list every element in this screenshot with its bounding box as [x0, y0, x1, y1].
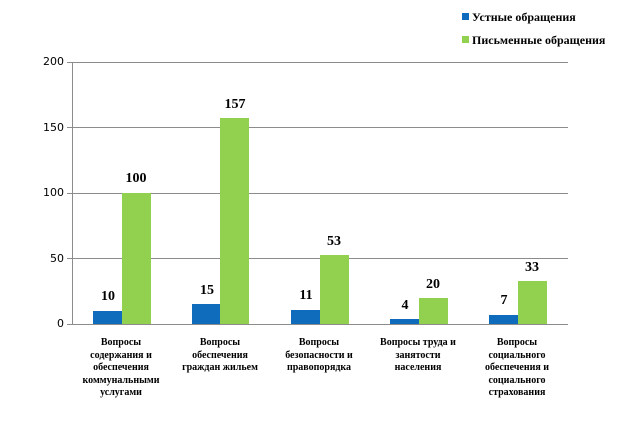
bar-oral-social — [489, 315, 518, 324]
y-tick-50: 50 — [50, 252, 64, 265]
y-tick-mark — [67, 258, 72, 259]
y-tick-mark — [67, 62, 72, 63]
category-line: Вопросы — [298, 337, 340, 348]
bar-oral-housing-provision — [192, 304, 221, 324]
category-line: коммунальными — [82, 374, 160, 386]
category-line: страхования — [488, 387, 546, 398]
bar-written-housing-provision — [220, 118, 249, 324]
category-line: Вопросы — [199, 337, 241, 348]
gridline-200 — [72, 62, 568, 63]
category-line: содержания и — [90, 349, 152, 361]
bar-label-written: 157 — [224, 97, 246, 112]
bar-label-oral: 4 — [401, 298, 409, 313]
category-label-social: Вопросы социального обеспечения и социал… — [462, 337, 572, 400]
bar-label-written: 33 — [525, 260, 539, 275]
y-tick-mark — [67, 193, 72, 194]
bar-label-oral: 10 — [101, 289, 115, 304]
category-line: обеспечения — [93, 362, 149, 373]
category-label-housing-provision: Вопросы обеспечения граждан жильем — [165, 337, 275, 375]
category-line: Вопросы труда и — [380, 337, 456, 348]
category-line: граждан жильем — [182, 362, 258, 373]
gridline-150 — [72, 127, 568, 128]
legend-swatch-oral — [462, 13, 469, 20]
legend-item-written: Письменные обращения — [462, 33, 605, 48]
category-line: Вопросы — [100, 337, 142, 348]
bar-label-written: 100 — [125, 171, 147, 186]
bar-written-labor — [419, 298, 448, 324]
bar-label-oral: 7 — [500, 293, 508, 308]
y-axis-line — [72, 62, 73, 324]
bar-written-housing-utilities — [122, 193, 151, 324]
category-line: услугами — [100, 387, 142, 398]
category-line: правопорядка — [286, 362, 352, 373]
gridline-100 — [72, 193, 568, 194]
y-tick-mark — [67, 324, 72, 325]
category-line: обеспечения и — [484, 362, 550, 373]
category-line: населения — [394, 362, 442, 373]
legend-item-oral: Устные обращения — [462, 10, 576, 25]
category-line: Вопросы — [496, 337, 538, 348]
legend-label-oral: Устные обращения — [472, 10, 576, 24]
bar-written-social — [518, 281, 547, 324]
category-line: социального — [488, 349, 546, 361]
y-tick-mark — [67, 127, 72, 128]
bar-label-oral: 11 — [299, 288, 313, 303]
x-axis-line — [72, 324, 568, 325]
category-label-labor: Вопросы труда и занятости населения — [363, 337, 473, 375]
category-line: обеспечения — [192, 349, 248, 361]
bar-oral-housing-utilities — [93, 311, 122, 324]
bar-written-security — [320, 255, 349, 324]
y-tick-0: 0 — [57, 317, 64, 330]
bar-label-written: 20 — [426, 277, 440, 292]
plot-area: 10 100 15 157 11 53 4 20 7 33 — [67, 62, 568, 325]
y-tick-150: 150 — [43, 121, 64, 134]
bar-label-written: 53 — [327, 234, 341, 249]
y-tick-200: 200 — [43, 55, 64, 68]
y-tick-100: 100 — [43, 186, 64, 199]
bar-label-oral: 15 — [200, 283, 214, 298]
bar-oral-security — [291, 310, 320, 324]
bar-oral-labor — [390, 319, 419, 324]
legend-swatch-written — [462, 36, 469, 43]
category-line: безопасности и — [285, 349, 353, 361]
category-label-security: Вопросы безопасности и правопорядка — [264, 337, 374, 375]
category-line: занятости — [395, 349, 441, 361]
legend-label-written: Письменные обращения — [472, 33, 606, 47]
category-label-housing-utilities: Вопросы содержания и обеспечения коммуна… — [66, 337, 176, 400]
category-line: социального — [488, 374, 546, 386]
